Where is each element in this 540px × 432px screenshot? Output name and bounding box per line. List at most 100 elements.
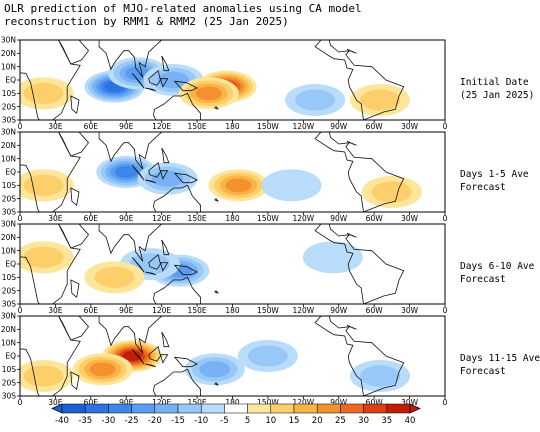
lat-tick-label: 10N [1,154,16,163]
lat-tick-label: 10N [1,246,16,255]
coastline [159,170,169,180]
lat-tick-label: 30S [2,116,17,125]
colorbar-swatch [177,403,202,414]
coastline [214,290,219,294]
coastline [161,331,170,348]
coastline [131,349,145,365]
lon-tick-label: 60E [84,306,99,315]
colorbar-swatch [363,403,388,414]
coastline [173,172,199,184]
coastline [161,239,170,256]
panel-3-label: Days 6-10 Ave Forecast [460,261,535,285]
colorbar-label: 20 [312,416,323,426]
colorbar-label: 10 [265,416,276,426]
coastline [173,356,199,368]
anomaly-contour [94,266,135,288]
lon-tick-label: 60W [366,214,384,223]
anomaly-contour [122,351,142,361]
lat-tick-label: EQ [5,76,16,85]
lon-tick-label: 60E [84,214,99,223]
lat-tick-label: 10S [2,89,17,98]
coastline [346,48,357,54]
lon-tick-label: 30E [48,398,63,407]
colorbar-swatch [293,403,318,414]
lon-tick-label: 90E [119,398,134,407]
coastline [20,132,81,212]
title-line-1: OLR prediction of MJO-related anomalies … [4,2,362,15]
lon-tick-label: 60W [366,306,384,315]
coastline [70,279,80,299]
lon-tick-label: 150W [257,214,279,223]
colorbar-arrow-right [409,403,421,414]
coastline [161,147,170,164]
coastline [98,40,163,78]
lon-tick-label: 30E [48,214,63,223]
lat-tick-label: EQ [5,260,16,269]
lon-tick-label: 150E [188,214,207,223]
coastline [214,198,219,202]
lon-tick-label: 0 [18,122,23,131]
lon-tick-label: 150E [188,398,207,407]
colorbar-label: -5 [220,416,228,426]
colorbar: -40 -35 -30 -25 -20 -15 -10 -5 5 10 15 20 25 30 35 40 [51,403,421,426]
colorbar-label: -35 [78,416,92,426]
lon-tick-label: 180 [225,122,240,131]
colorbar-swatch [131,403,156,414]
coastline [145,271,156,276]
lon-tick-label: 120W [292,214,314,223]
coastline [58,224,90,249]
colorbar-swatch [340,403,364,414]
coastline [346,232,357,238]
lat-tick-label: 30N [1,36,16,45]
colorbar-swatch [84,403,109,414]
lon-tick-label: 150W [257,306,279,315]
anomaly-contour [360,365,401,387]
lat-tick-label: 20S [2,378,17,387]
colorbar-label: 5 [245,416,250,426]
anomaly-contour [261,169,322,202]
coastline [58,132,90,157]
anomaly-contour [23,365,64,387]
colorbar-swatch [270,403,295,414]
lat-tick-label: 30S [2,392,17,401]
panel-1-label: Initial Date (25 Jan 2025) [460,77,535,101]
title-line-2: reconstruction by RMM1 & RMM2 (25 Jan 20… [4,15,289,28]
lat-tick-label: 20S [2,102,17,111]
colorbar-swatch [224,403,248,414]
coastline [214,106,219,110]
panel-4-label: Days 11-15 Ave Forecast [460,353,540,377]
lon-tick-label: 120E [152,398,171,407]
lon-tick-label: 60W [366,122,384,131]
lon-tick-label: 150W [257,398,279,407]
lon-tick-label: 120E [152,122,171,131]
lon-tick-label: 150E [188,122,207,131]
lon-tick-label: 0 [443,398,448,407]
colorbar-swatch [108,403,132,414]
coastline [152,276,202,304]
anomaly-contour [225,178,252,193]
lat-tick-label: 30S [2,300,17,309]
anomaly-contour [360,89,401,111]
lat-tick-label: 20S [2,286,17,295]
lon-tick-label: 0 [18,398,23,407]
anomaly-contour [295,89,336,111]
coastline [159,262,169,272]
lon-tick-label: 90W [330,122,348,131]
coastline [346,140,357,146]
colorbar-label: -10 [194,416,208,426]
lat-tick-label: 10N [1,62,16,71]
coastline [20,224,81,304]
lon-tick-label: 60E [84,122,99,131]
colorbar-label: -30 [101,416,115,426]
lat-tick-label: 30N [1,128,16,137]
coastline [70,371,80,391]
lat-tick-label: 20N [1,233,16,242]
coastline [131,73,145,89]
lon-tick-label: 0 [443,122,448,131]
coastline [131,257,145,273]
lat-tick-label: 30N [1,220,16,229]
coastline [20,40,81,120]
lon-tick-label: 60W [366,398,384,407]
lat-tick-label: 10S [2,273,17,282]
